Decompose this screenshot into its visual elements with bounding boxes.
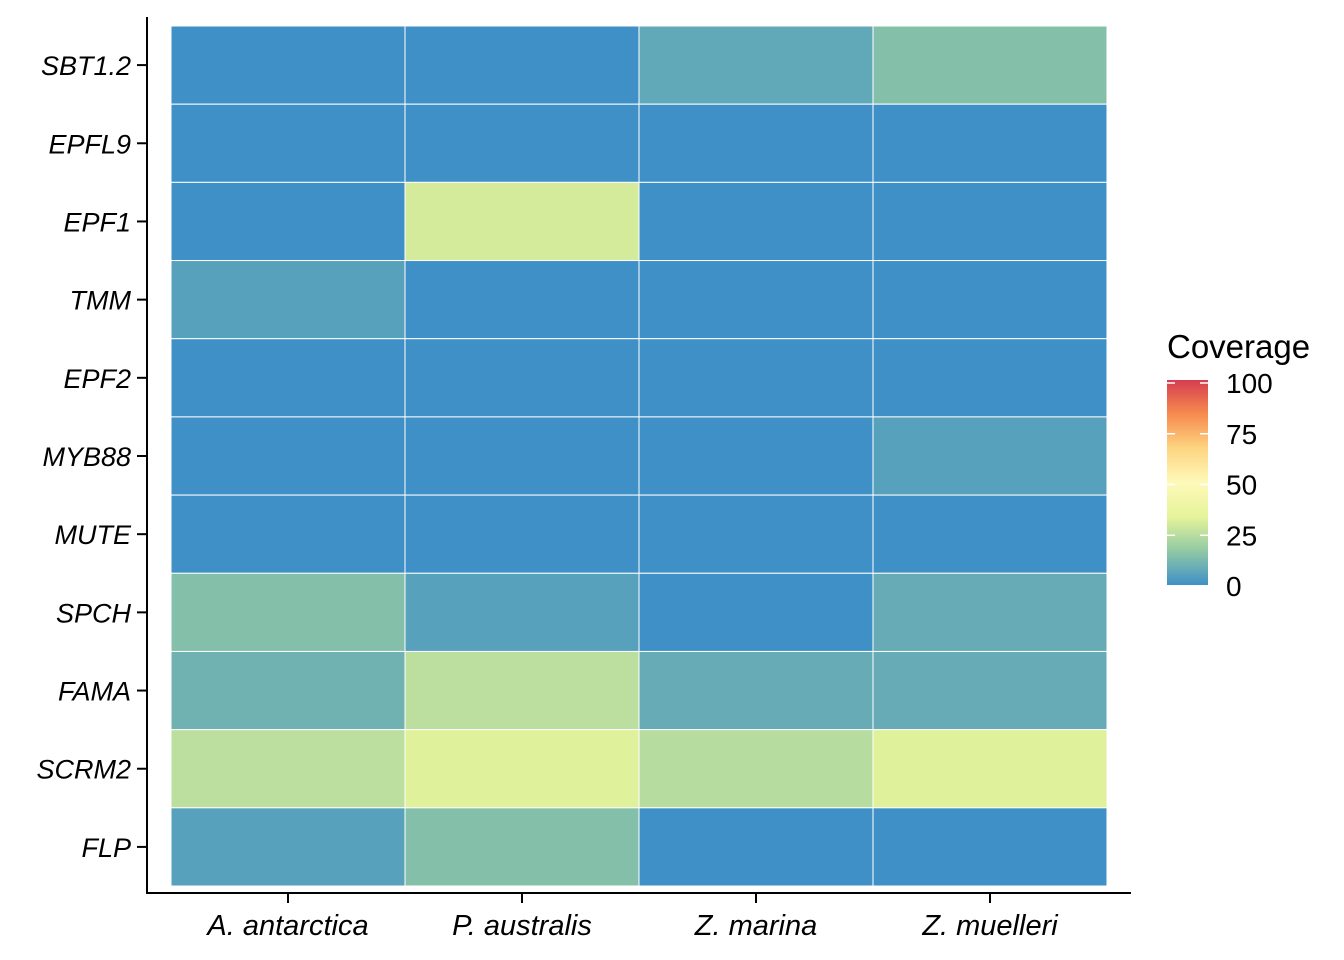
heatmap-cell	[638, 260, 874, 340]
legend-tick-label: 50	[1226, 470, 1257, 501]
x-tick-label: Z. muelleri	[921, 910, 1059, 942]
y-tick-label: MUTE	[55, 520, 132, 550]
heatmap-cell	[872, 181, 1108, 262]
heatmap-cell	[638, 181, 874, 262]
heatmap-cell	[404, 103, 640, 183]
legend-ticks: 100 75 50 25 0	[1167, 368, 1273, 602]
legend-tick-label: 0	[1226, 571, 1242, 602]
heatmap-cell	[170, 338, 406, 418]
heatmap-cell	[170, 572, 406, 652]
heatmap-cell	[404, 650, 640, 731]
y-axis-ticks: SBT1.2 EPFL9 EPF1 TMM EPF2 MYB88 MUTE SPCH FAMA S…	[36, 51, 147, 863]
y-tick-label: FLP	[81, 833, 131, 863]
heatmap-cell	[872, 103, 1108, 183]
heatmap-cell	[872, 338, 1108, 418]
heatmap-cell	[170, 25, 406, 105]
heatmap-cell	[638, 416, 874, 496]
heatmap-cell	[170, 729, 406, 809]
heatmap-cell	[872, 494, 1108, 574]
heatmap-cells	[170, 25, 1108, 887]
heatmap-cell	[404, 729, 640, 809]
heatmap-cell	[638, 650, 874, 731]
y-tick-label: SCRM2	[36, 755, 131, 785]
x-tick-label: A. antarctica	[205, 910, 368, 942]
y-tick-label: EPF2	[63, 364, 131, 394]
legend-title: Coverage	[1167, 328, 1310, 365]
legend-tick-label: 75	[1226, 419, 1257, 450]
y-tick-label: SPCH	[56, 598, 132, 628]
color-legend: Coverage 100 75 50 25 0	[1167, 328, 1310, 602]
heatmap-cell	[872, 807, 1108, 887]
heatmap-cell	[638, 807, 874, 887]
heatmap-cell	[872, 416, 1108, 496]
heatmap-cell	[872, 25, 1108, 105]
heatmap-cell	[638, 25, 874, 105]
heatmap-cell	[404, 181, 640, 262]
heatmap-cell	[872, 260, 1108, 340]
heatmap-cell	[638, 494, 874, 574]
heatmap-cell	[638, 729, 874, 809]
heatmap-cell	[404, 572, 640, 652]
heatmap-cell	[638, 103, 874, 183]
heatmap-cell	[872, 650, 1108, 731]
y-tick-label: EPFL9	[48, 129, 131, 159]
heatmap-cell	[404, 807, 640, 887]
heatmap-cell	[170, 103, 406, 183]
heatmap-cell	[872, 572, 1108, 652]
x-tick-label: P. australis	[452, 910, 592, 942]
heatmap-cell	[638, 338, 874, 418]
heatmap-cell	[404, 338, 640, 418]
x-tick-label: Z. marina	[694, 910, 817, 942]
heatmap-cell	[170, 181, 406, 262]
heatmap-cell	[170, 416, 406, 496]
heatmap-cell	[404, 416, 640, 496]
heatmap-cell	[872, 729, 1108, 809]
heatmap-cell	[404, 494, 640, 574]
heatmap-cell	[170, 494, 406, 574]
heatmap-cell	[170, 650, 406, 731]
legend-colorbar	[1167, 380, 1208, 585]
legend-tick-label: 100	[1226, 368, 1273, 399]
heatmap-cell	[404, 25, 640, 105]
y-tick-label: MYB88	[42, 442, 131, 472]
heatmap-cell	[170, 260, 406, 340]
x-axis-ticks: A. antarctica P. australis Z. marina Z. mue…	[205, 893, 1059, 942]
heatmap-cell	[170, 807, 406, 887]
heatmap-cell	[404, 260, 640, 340]
y-tick-label: SBT1.2	[41, 51, 131, 81]
y-tick-label: EPF1	[63, 207, 131, 237]
heatmap-cell	[638, 572, 874, 652]
legend-tick-label: 25	[1226, 520, 1257, 551]
y-tick-label: TMM	[70, 286, 132, 316]
y-tick-label: FAMA	[58, 677, 131, 707]
